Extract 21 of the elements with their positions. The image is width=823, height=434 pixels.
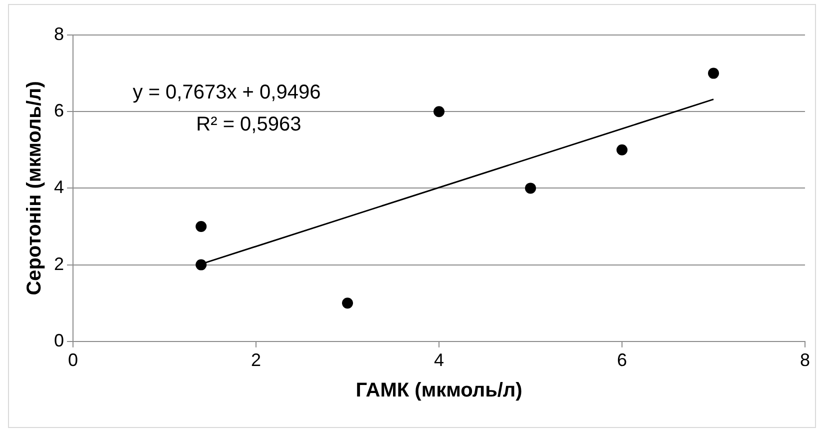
point	[525, 182, 536, 194]
point	[708, 68, 719, 79]
y-tick-label: 6	[54, 100, 64, 121]
y-axis-title: Серотонін (мкмоль/л)	[24, 81, 46, 296]
annotation: R² = 0,5963	[196, 114, 302, 136]
x-tick-label: 6	[616, 350, 628, 370]
y-tick-label: 2	[54, 254, 64, 274]
point	[342, 298, 354, 309]
point	[196, 221, 207, 232]
point	[434, 106, 445, 118]
annotation: y = 0,7673x + 0,9496	[132, 82, 321, 104]
x-tick-label: 4	[434, 350, 444, 370]
x-tick-label: 0	[68, 350, 78, 370]
x-tick-label: 8	[800, 350, 810, 370]
point	[616, 144, 628, 156]
x-axis-title: ГАМК (мкмоль/л)	[356, 380, 522, 402]
y-tick-label: 0	[54, 330, 64, 350]
point	[196, 259, 207, 270]
x-tick-label: 2	[251, 350, 262, 370]
y-tick-label: 8	[54, 24, 64, 44]
y-tick-label: 4	[54, 177, 64, 198]
